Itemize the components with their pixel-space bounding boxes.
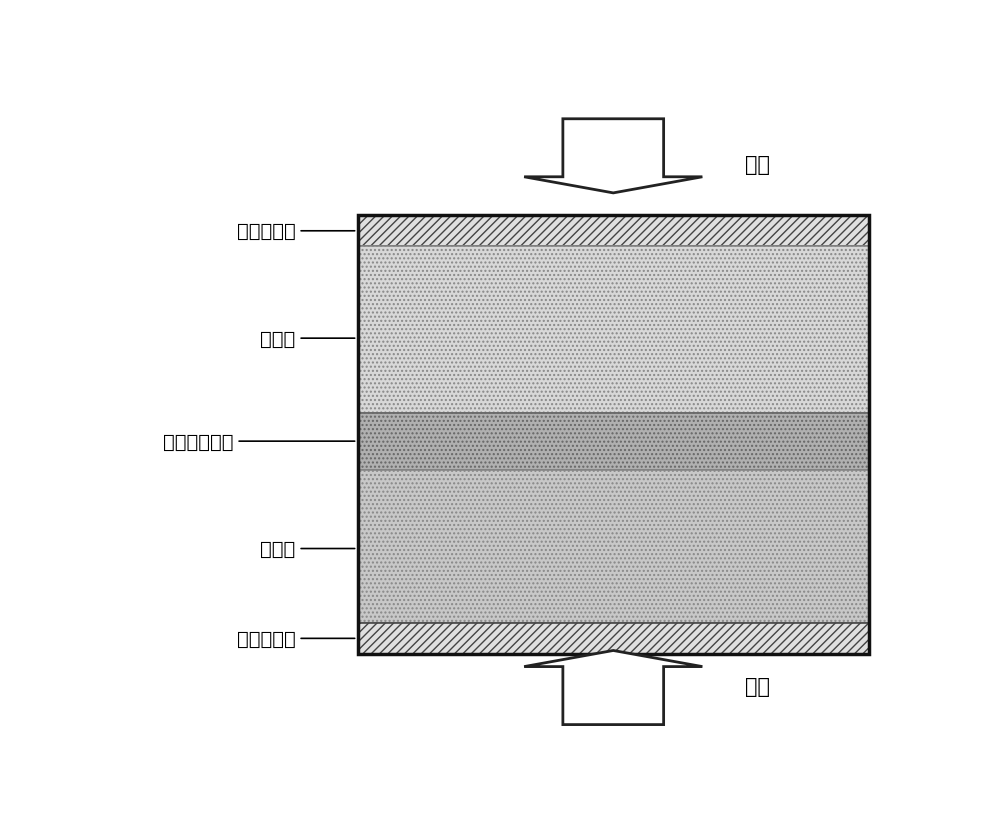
Bar <box>358 413 869 470</box>
Bar <box>358 247 869 413</box>
Text: 负极集电体: 负极集电体 <box>237 630 355 648</box>
Text: 正极集电体: 正极集电体 <box>237 222 355 241</box>
Text: 压制: 压制 <box>745 676 770 696</box>
Text: 压制: 压制 <box>745 155 770 175</box>
Bar <box>358 624 869 654</box>
Polygon shape <box>524 650 702 725</box>
Text: 正极层: 正极层 <box>260 329 355 349</box>
Bar <box>358 470 869 624</box>
Polygon shape <box>524 120 702 194</box>
Text: 固体电解质层: 固体电解质层 <box>163 432 355 451</box>
Bar <box>358 217 869 654</box>
Text: 负极层: 负极层 <box>260 539 355 558</box>
Bar <box>358 217 869 247</box>
